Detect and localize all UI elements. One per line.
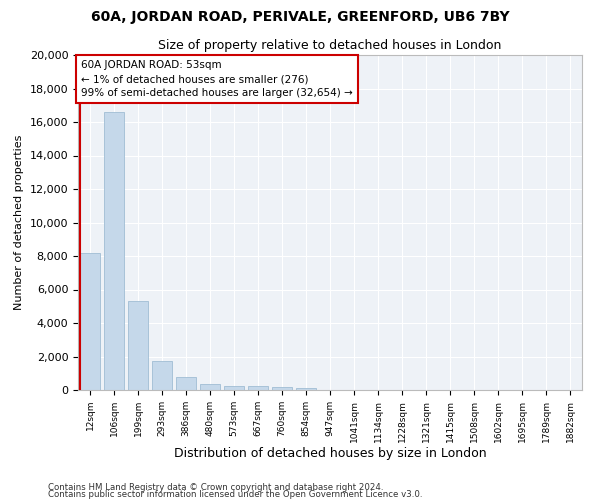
Bar [104,112,124,390]
Bar [272,387,292,390]
Bar [176,378,196,390]
Text: Contains public sector information licensed under the Open Government Licence v3: Contains public sector information licen… [48,490,422,499]
X-axis label: Distribution of detached houses by size in London: Distribution of detached houses by size … [173,448,487,460]
Bar [296,388,316,390]
Bar [80,252,100,390]
Title: Size of property relative to detached houses in London: Size of property relative to detached ho… [158,40,502,52]
Y-axis label: Number of detached properties: Number of detached properties [14,135,24,310]
Bar [224,386,244,390]
Bar [200,384,220,390]
Text: Contains HM Land Registry data © Crown copyright and database right 2024.: Contains HM Land Registry data © Crown c… [48,484,383,492]
Bar [128,301,148,390]
Text: 60A JORDAN ROAD: 53sqm
← 1% of detached houses are smaller (276)
99% of semi-det: 60A JORDAN ROAD: 53sqm ← 1% of detached … [81,60,353,98]
Bar [248,386,268,390]
Bar [152,360,172,390]
Text: 60A, JORDAN ROAD, PERIVALE, GREENFORD, UB6 7BY: 60A, JORDAN ROAD, PERIVALE, GREENFORD, U… [91,10,509,24]
